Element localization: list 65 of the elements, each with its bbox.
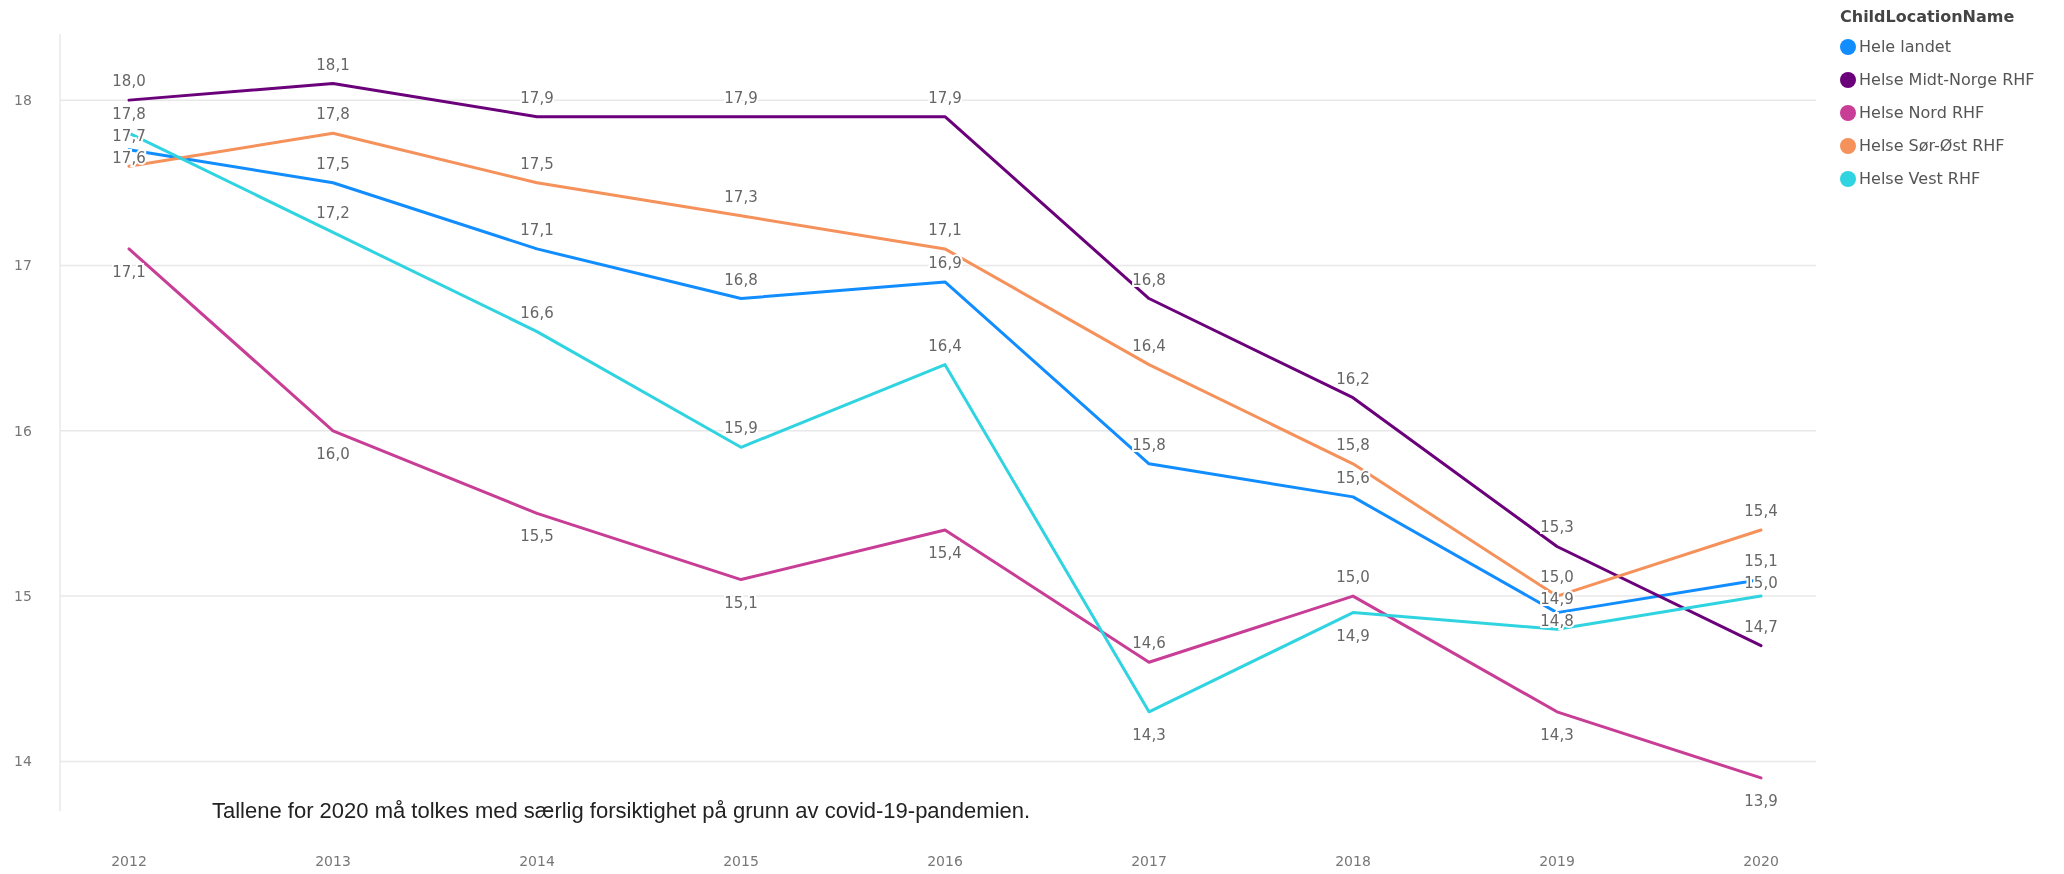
data-label: 17,8 — [112, 105, 146, 124]
data-label: 16,8 — [724, 270, 758, 289]
data-label: 17,8 — [316, 105, 350, 124]
data-label: 14,3 — [1132, 725, 1166, 744]
data-label: 15,1 — [1744, 551, 1778, 570]
x-tick-label: 2016 — [927, 853, 963, 869]
data-label: 15,9 — [724, 419, 758, 438]
data-label: 15,3 — [1540, 518, 1574, 537]
data-label: 15,0 — [1744, 573, 1778, 592]
data-label: 17,6 — [112, 149, 146, 168]
data-label: 15,4 — [928, 543, 962, 562]
data-label: 18,0 — [112, 72, 146, 91]
data-label: 17,3 — [724, 187, 758, 206]
data-label: 15,8 — [1336, 435, 1370, 454]
y-tick-label: 16 — [14, 422, 32, 439]
data-label: 15,5 — [520, 527, 554, 546]
data-label: 16,6 — [520, 303, 554, 322]
data-label: 17,9 — [928, 88, 962, 107]
data-label: 16,9 — [928, 253, 962, 272]
x-tick-label: 2019 — [1539, 853, 1575, 869]
legend-label: Helse Vest RHF — [1859, 169, 1981, 188]
x-tick-label: 2017 — [1131, 853, 1167, 869]
data-label: 17,9 — [724, 88, 758, 107]
y-tick-label: 14 — [14, 753, 32, 770]
data-label: 17,1 — [520, 220, 554, 239]
data-label: 15,0 — [1336, 568, 1370, 587]
data-label: 14,9 — [1540, 590, 1574, 609]
data-label: 14,3 — [1540, 725, 1574, 744]
data-label: 17,1 — [112, 262, 146, 281]
data-label: 15,8 — [1132, 435, 1166, 454]
data-label: 15,4 — [1744, 501, 1778, 520]
data-label: 17,1 — [928, 220, 962, 239]
y-tick-label: 15 — [14, 587, 32, 604]
data-label: 15,0 — [1540, 568, 1574, 587]
legend-label: Helse Nord RHF — [1859, 103, 1985, 122]
data-label: 14,8 — [1540, 612, 1574, 631]
y-tick-label: 17 — [14, 257, 32, 274]
data-label: 18,1 — [316, 55, 350, 74]
data-label: 14,7 — [1744, 617, 1778, 636]
data-label: 13,9 — [1744, 791, 1778, 810]
data-label: 14,9 — [1336, 626, 1370, 645]
data-label: 15,6 — [1336, 468, 1370, 487]
data-label: 16,0 — [316, 444, 350, 463]
legend-title: ChildLocationName — [1840, 7, 2015, 26]
data-label: 16,4 — [928, 336, 962, 355]
x-tick-label: 2012 — [111, 853, 147, 869]
annotation: Tallene for 2020 må tolkes med særlig forsiktighet på grunn av covid-19-pandemien. — [212, 798, 1031, 823]
legend-label: Helse Sør-Øst RHF — [1859, 136, 2005, 155]
x-tick-label: 2020 — [1743, 853, 1779, 869]
legend-label: Hele landet — [1859, 37, 1951, 56]
data-label: 17,5 — [316, 154, 350, 173]
data-label: 16,8 — [1132, 270, 1166, 289]
y-tick-label: 18 — [14, 92, 32, 109]
data-label: 15,1 — [724, 593, 758, 612]
legend-label: Helse Midt-Norge RHF — [1859, 70, 2035, 89]
data-label: 17,2 — [316, 204, 350, 223]
x-tick-label: 2018 — [1335, 853, 1371, 869]
x-tick-label: 2015 — [723, 853, 759, 869]
data-label: 14,6 — [1132, 634, 1166, 653]
data-label: 16,4 — [1132, 336, 1166, 355]
data-label: 16,2 — [1336, 369, 1370, 388]
x-tick-label: 2014 — [519, 853, 555, 869]
data-label: 17,9 — [520, 88, 554, 107]
x-tick-label: 2013 — [315, 853, 351, 869]
data-label: 17,5 — [520, 154, 554, 173]
